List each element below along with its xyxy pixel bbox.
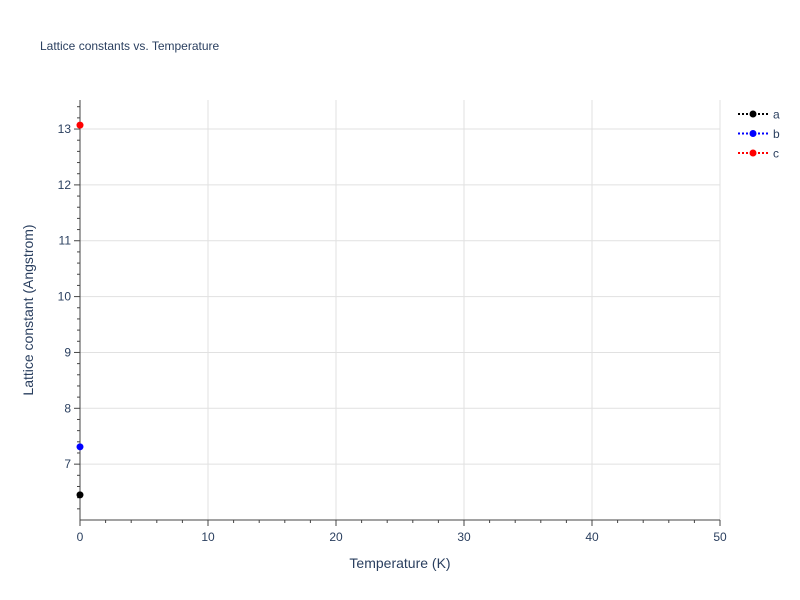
legend-marker-c [749,149,757,157]
y-tick-label: 7 [64,457,71,471]
data-point-a [76,491,84,499]
legend: abc [738,108,780,161]
y-tick-label: 11 [59,234,72,248]
chart-title: Lattice constants vs. Temperature [40,39,220,53]
y-tick-label: 9 [64,345,71,359]
axes: 0 10 20 30 40 50 7 8 9 10 11 12 13 [58,100,727,544]
data-point-c [76,121,84,129]
x-tick-label: 10 [201,530,215,544]
y-tick-label: 8 [64,401,71,415]
x-tick-label: 30 [457,530,471,544]
y-tick-label: 13 [58,122,72,136]
legend-label-b: b [773,127,780,141]
y-axis-label: Lattice constant (Angstrom) [20,224,36,395]
legend-marker-a [749,110,757,118]
marks [76,121,84,499]
grid [80,100,721,520]
x-tick-label: 20 [329,530,343,544]
y-tick-label: 10 [58,290,72,304]
legend-marker-b [749,130,757,137]
data-point-b [76,443,84,451]
x-tick-label: 0 [77,530,84,544]
x-axis-label: Temperature (K) [349,555,450,571]
y-tick-label: 12 [58,178,72,192]
x-tick-label: 50 [713,530,727,544]
legend-label-c: c [773,147,779,161]
x-tick-label: 40 [585,530,599,544]
legend-label-a: a [773,108,780,122]
